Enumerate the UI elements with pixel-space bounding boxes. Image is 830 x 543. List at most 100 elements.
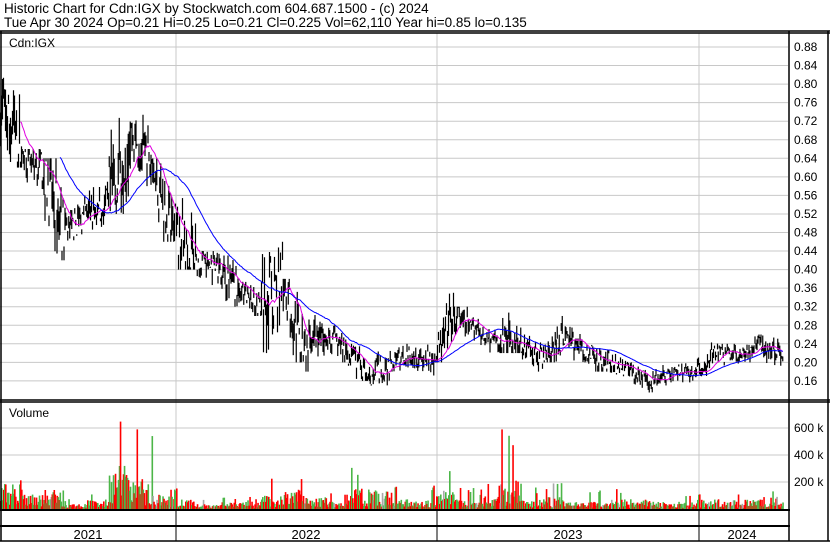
volume-bar: [203, 504, 206, 509]
volume-bar: [32, 504, 35, 509]
volume-bar: [719, 506, 722, 509]
volume-bar: [102, 506, 104, 509]
volume-bar: [362, 503, 364, 509]
volume-bar: [746, 499, 749, 509]
volume-bar: [615, 501, 617, 509]
price-tick-label: 0.72: [794, 114, 818, 128]
volume-bar: [703, 500, 705, 509]
volume-bar: [141, 479, 144, 509]
volume-bar: [215, 504, 218, 509]
volume-bar: [777, 504, 779, 509]
volume-bar: [540, 506, 542, 509]
volume-bar: [700, 507, 702, 509]
volume-bar: [486, 503, 489, 509]
volume-bar: [218, 507, 221, 509]
volume-bar: [767, 507, 769, 509]
volume-bar: [395, 486, 398, 509]
volume-bar: [287, 503, 290, 509]
volume-bar: [182, 505, 184, 509]
volume-bar: [563, 506, 566, 509]
volume-bar: [733, 500, 736, 509]
volume-bar: [418, 504, 420, 509]
volume-bar: [346, 494, 348, 509]
volume-bar: [34, 505, 37, 509]
volume-bar: [95, 501, 97, 509]
volume-bar: [71, 504, 73, 509]
year-label: 2022: [292, 527, 321, 542]
year-label: 2024: [728, 527, 757, 542]
volume-bars: [0, 421, 784, 509]
volume-bar: [619, 507, 621, 509]
price-tick-label: 0.44: [794, 244, 818, 258]
volume-bar: [472, 488, 475, 509]
volume-bar: [179, 505, 181, 509]
volume-bar: [538, 505, 540, 509]
volume-bar: [231, 504, 234, 509]
volume-bar: [192, 502, 194, 509]
volume-bar: [722, 507, 725, 509]
volume-bar: [678, 501, 680, 509]
volume-bar: [239, 503, 241, 509]
volume-bar: [686, 505, 688, 509]
volume-bar: [642, 500, 645, 509]
volume-bar: [433, 485, 435, 509]
volume-bar: [96, 503, 98, 509]
chart-frame: [0, 30, 830, 542]
volume-bar: [530, 506, 532, 509]
volume-bar: [136, 429, 139, 509]
volume-bar: [352, 498, 354, 509]
volume-bar: [297, 489, 300, 509]
volume-bar: [121, 479, 124, 509]
volume-bar: [732, 500, 735, 509]
volume-bar: [516, 502, 518, 509]
volume-bar: [545, 489, 548, 509]
volume-bar: [312, 504, 315, 509]
volume-bar: [583, 505, 586, 509]
volume-bar: [676, 507, 678, 509]
volume-bar: [742, 507, 745, 509]
volume-bar: [350, 495, 352, 509]
volume-bar: [417, 503, 419, 509]
volume-bar: [81, 506, 83, 509]
volume-bar: [400, 499, 403, 509]
volume-bar: [661, 508, 664, 509]
volume-bar: [526, 502, 528, 509]
volume-bar: [123, 465, 126, 509]
volume-bar: [568, 505, 571, 509]
volume-bar: [423, 506, 425, 509]
volume-bar: [464, 504, 467, 509]
volume-bar: [562, 501, 565, 509]
volume-bar: [555, 500, 558, 509]
volume-bar: [252, 505, 254, 509]
volume-bar: [1, 488, 3, 509]
volume-bar: [325, 498, 328, 509]
volume-bar: [197, 507, 200, 509]
price-bars: [0, 77, 784, 393]
volume-bar: [262, 497, 264, 509]
volume-bar: [127, 480, 130, 509]
volume-bar: [413, 502, 415, 509]
volume-bar: [17, 500, 19, 509]
volume-bar: [344, 494, 346, 509]
volume-bar: [488, 503, 491, 509]
long-moving-average-line: [59, 156, 783, 377]
volume-bar: [482, 506, 485, 509]
volume-bar: [217, 505, 220, 509]
volume-bar: [764, 504, 766, 509]
volume-bar: [647, 502, 650, 509]
volume-bar: [275, 506, 277, 509]
volume-bar: [778, 504, 780, 509]
volume-bar: [148, 503, 151, 509]
volume-bar: [501, 429, 503, 509]
volume-bar: [270, 506, 272, 509]
volume-bar: [321, 500, 324, 509]
volume-bar: [183, 505, 185, 509]
volume-bar: [206, 508, 209, 509]
volume-bar: [773, 502, 775, 509]
volume-bar: [551, 507, 554, 509]
volume-bar: [727, 506, 730, 509]
volume-bar: [279, 504, 281, 509]
volume-bar: [369, 503, 372, 509]
volume-bar: [41, 495, 44, 509]
volume-bar: [115, 487, 118, 509]
